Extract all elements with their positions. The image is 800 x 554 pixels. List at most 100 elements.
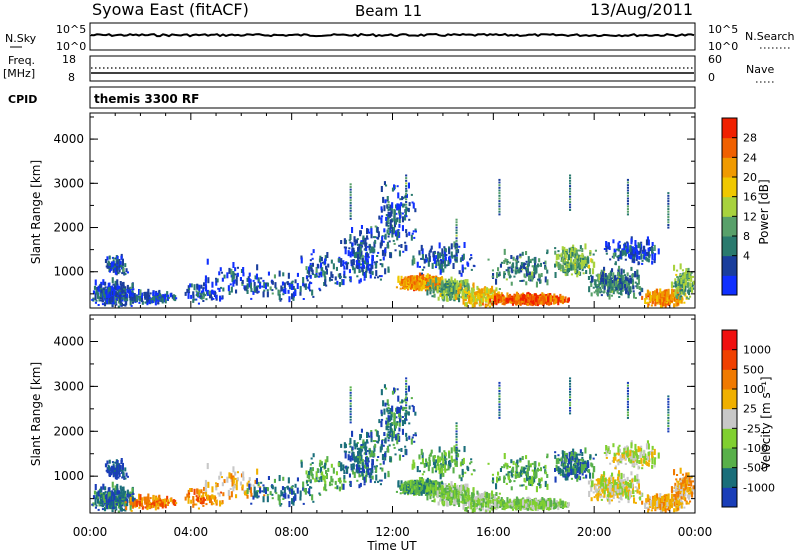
power-cell [386, 199, 389, 202]
power-cell [222, 287, 225, 292]
power-cell [345, 246, 348, 249]
velocity-cell [196, 488, 199, 495]
power-cell [413, 258, 416, 265]
power-cell [288, 282, 291, 287]
noise-sky-trace [90, 32, 695, 38]
power-cell [303, 283, 306, 288]
power-cell [453, 295, 456, 300]
power-cell [138, 295, 141, 302]
power-cell [366, 258, 369, 263]
velocity-cell [196, 497, 199, 502]
power-cell [448, 287, 451, 294]
power-cell [503, 248, 506, 255]
power-cell [587, 257, 590, 264]
power-cell [204, 294, 207, 297]
power-cell [377, 237, 380, 240]
power-cell [442, 268, 445, 273]
power-cell [94, 294, 97, 301]
power-cell [455, 229, 458, 232]
power-cell [407, 182, 410, 189]
power-cell [569, 187, 572, 190]
velocity-cell [124, 490, 127, 495]
power-cell [104, 302, 107, 307]
power-cell [572, 244, 575, 249]
velocity-cell [363, 452, 366, 455]
velocity-cell [282, 486, 285, 489]
velocity-cell [124, 509, 127, 512]
power-cell [269, 286, 272, 291]
velocity-cell [248, 477, 251, 482]
power-cell [398, 244, 401, 247]
power-cell [450, 243, 453, 250]
velocity-cell [116, 464, 119, 469]
power-cell [423, 266, 426, 269]
power-cell [481, 294, 484, 296]
power-cell [343, 265, 346, 270]
velocity-cell [95, 494, 98, 499]
power-cell [533, 272, 536, 278]
power-cell [579, 254, 582, 257]
power-cell [574, 265, 577, 270]
power-cell [393, 184, 396, 191]
velocity-cell [311, 474, 314, 479]
power-cell [236, 266, 239, 269]
velocity-cell [117, 502, 120, 509]
power-cell [467, 296, 470, 303]
velocity-cell [389, 457, 392, 462]
power-cell [262, 279, 265, 282]
velocity-cell [371, 475, 374, 480]
power-cell [661, 299, 664, 302]
power-cell [632, 256, 635, 259]
power-cell [444, 248, 447, 253]
power-cell [554, 272, 557, 278]
velocity-cell [246, 487, 249, 494]
power-cell [370, 264, 373, 271]
power-cell [474, 291, 477, 298]
power-cell [309, 259, 312, 262]
power-cell [501, 296, 504, 301]
power-cell [455, 226, 458, 229]
velocity-cell [252, 484, 255, 487]
velocity-cell [324, 459, 327, 466]
power-colorbar-label: 20 [743, 171, 757, 184]
power-cell [559, 293, 562, 300]
power-cell [639, 291, 642, 296]
power-cell [125, 293, 128, 298]
power-cell [282, 293, 285, 296]
power-cell [597, 273, 600, 280]
velocity-cell [375, 465, 378, 468]
power-cell [452, 287, 455, 294]
power-cell [499, 301, 502, 304]
velocity-cell [323, 464, 326, 467]
power-cell [219, 286, 222, 289]
power-cell [525, 294, 528, 299]
power-cell [535, 281, 538, 288]
power-cell [423, 259, 426, 264]
power-cell [528, 299, 531, 303]
power-cell [618, 244, 621, 249]
power-cell [407, 287, 410, 290]
power-cell [489, 298, 492, 303]
velocity-cell [259, 487, 262, 494]
velocity-cell [241, 484, 244, 489]
velocity-cell [318, 476, 321, 479]
velocity-cell [205, 490, 208, 497]
power-cell [103, 294, 106, 299]
power-cell [569, 185, 572, 188]
power-cell [330, 278, 333, 281]
power-cell [123, 294, 126, 297]
velocity-cell [100, 504, 103, 507]
power-cell [579, 262, 582, 265]
velocity-cell [219, 500, 222, 507]
power-cell [386, 216, 389, 223]
power-cell [566, 262, 569, 269]
power-cell [581, 262, 584, 269]
power-cell [543, 299, 546, 302]
velocity-cell [120, 488, 123, 495]
velocity-cell [125, 506, 128, 511]
velocity-cell [116, 492, 119, 495]
velocity-cell [121, 462, 124, 469]
power-cell [508, 266, 511, 269]
power-cell [563, 298, 566, 303]
power-cell [232, 282, 235, 287]
